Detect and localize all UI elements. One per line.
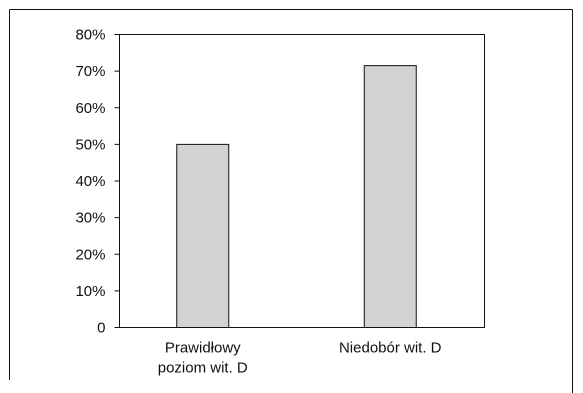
bar: [363, 65, 417, 328]
y-tick-label: 10%: [75, 283, 105, 300]
x-category-label: Prawidłowy: [165, 340, 241, 357]
bar: [176, 143, 230, 328]
y-tick-label: 60%: [75, 100, 105, 117]
y-axis: 0 10% 20% 30% 40% 50% 60% 70% 80%: [75, 27, 120, 337]
plot-area: [119, 34, 485, 328]
bars: [176, 65, 417, 328]
x-category-label: Niedobór wit. D: [339, 340, 442, 357]
y-tick-label: 20%: [75, 246, 105, 263]
y-tick-label: 80%: [75, 27, 105, 44]
y-tick-label: 0: [97, 320, 105, 337]
y-tick-label: 70%: [75, 63, 105, 80]
y-tick-label: 50%: [75, 136, 105, 153]
x-category-label: poziom wit. D: [158, 360, 248, 377]
y-tick-label: 40%: [75, 173, 105, 190]
x-axis: Prawidłowy poziom wit. D Niedobór wit. D: [158, 340, 442, 377]
y-tick-label: 30%: [75, 210, 105, 227]
